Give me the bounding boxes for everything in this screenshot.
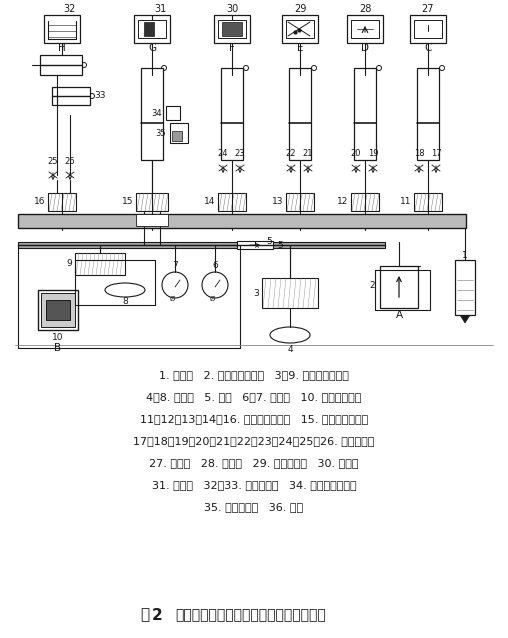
Text: 21: 21	[303, 149, 313, 158]
Text: 35. 氣液轉換器   36. 梭閥: 35. 氣液轉換器 36. 梭閥	[204, 502, 304, 512]
Bar	[410, 15, 446, 43]
Text: 18: 18	[414, 149, 424, 158]
Text: 7: 7	[172, 260, 178, 269]
Bar	[414, 20, 442, 38]
Bar	[414, 193, 442, 211]
Text: 5: 5	[277, 241, 283, 249]
Bar	[351, 20, 379, 38]
Text: 13: 13	[271, 198, 283, 207]
Text: 31. 升降缸   32、33. 袋箱切換缸   34. 二位二通換向閥: 31. 升降缸 32、33. 袋箱切換缸 34. 二位二通換向閥	[152, 480, 356, 490]
Bar	[218, 20, 246, 38]
Text: 17、18、19、20、21、22、23、24、25、26. 單向節流閥: 17、18、19、20、21、22、23、24、25、26. 單向節流閥	[133, 436, 375, 446]
Text: 1. 消聲器   2. 張袋口真空吸盤   3、9. 二位五通電磁閥: 1. 消聲器 2. 張袋口真空吸盤 3、9. 二位五通電磁閥	[159, 370, 349, 380]
Bar	[40, 55, 82, 75]
Bar	[144, 22, 154, 36]
Text: 11: 11	[399, 198, 411, 207]
Bar	[354, 68, 376, 160]
Text: 10: 10	[52, 334, 64, 343]
Text: D: D	[361, 43, 369, 53]
Bar	[172, 131, 182, 141]
Text: 17: 17	[431, 149, 441, 158]
Bar	[455, 260, 475, 315]
Text: Ø: Ø	[169, 296, 175, 302]
Text: 28: 28	[359, 4, 371, 14]
Text: 16: 16	[34, 198, 45, 207]
Bar	[41, 293, 75, 327]
Bar	[52, 87, 90, 105]
Text: 33: 33	[94, 91, 106, 101]
Text: 14: 14	[204, 198, 215, 207]
Text: 粒料包裝機自動輸袋裝置氣動系統原理圖: 粒料包裝機自動輸袋裝置氣動系統原理圖	[175, 608, 326, 622]
Text: 4: 4	[287, 345, 293, 353]
Text: 24: 24	[218, 149, 228, 158]
Text: 20: 20	[351, 149, 361, 158]
Text: 26: 26	[65, 156, 75, 165]
Bar	[138, 20, 166, 38]
Text: 3: 3	[253, 288, 259, 297]
Bar	[222, 22, 242, 36]
Bar	[134, 15, 170, 43]
Text: B: B	[54, 343, 61, 353]
Polygon shape	[460, 315, 470, 323]
Text: 2: 2	[369, 281, 375, 290]
Text: 35: 35	[155, 128, 166, 138]
Bar	[237, 241, 273, 249]
Bar	[380, 266, 418, 308]
Text: 11、12、13、14、16. 二位五通電磁閥   15. 三位五通電磁閥: 11、12、13、14、16. 二位五通電磁閥 15. 三位五通電磁閥	[140, 414, 368, 424]
Text: 5: 5	[266, 237, 272, 246]
Bar	[141, 68, 163, 160]
Text: 29: 29	[294, 4, 306, 14]
Text: 27. 張袋缸   28. 套袋缸   29. 壓袋定位缸   30. 取袋缸: 27. 張袋缸 28. 套袋缸 29. 壓袋定位缸 30. 取袋缸	[149, 458, 359, 468]
Bar	[214, 15, 250, 43]
Text: 2: 2	[152, 607, 163, 623]
Bar	[417, 68, 439, 160]
Bar	[218, 193, 246, 211]
Bar	[282, 15, 318, 43]
Text: 图: 图	[140, 607, 149, 623]
Bar	[38, 290, 78, 330]
Text: E: E	[297, 43, 303, 53]
Bar	[136, 193, 168, 211]
Text: 34: 34	[151, 108, 162, 117]
Bar	[44, 15, 80, 43]
Text: H: H	[58, 43, 66, 53]
Bar	[75, 253, 125, 275]
Text: Ø: Ø	[209, 296, 215, 302]
Bar	[166, 106, 180, 120]
Text: 19: 19	[368, 149, 378, 158]
Text: 30: 30	[226, 4, 238, 14]
Text: 15: 15	[121, 198, 133, 207]
Text: 31: 31	[154, 4, 166, 14]
Bar	[170, 123, 188, 143]
Text: C: C	[424, 43, 432, 53]
Text: 4、8. 真空泵   5. 氣源   6、7. 壓力表   10. 取袋真空吸盤: 4、8. 真空泵 5. 氣源 6、7. 壓力表 10. 取袋真空吸盤	[146, 392, 362, 402]
Text: 27: 27	[422, 4, 434, 14]
Text: 23: 23	[235, 149, 245, 158]
Bar	[351, 193, 379, 211]
Bar	[286, 20, 314, 38]
Text: 9: 9	[66, 260, 72, 269]
Bar	[289, 68, 311, 160]
Text: 22: 22	[285, 149, 296, 158]
Bar	[347, 15, 383, 43]
Text: 12: 12	[337, 198, 348, 207]
Text: 1: 1	[462, 251, 468, 260]
Text: 8: 8	[122, 297, 128, 306]
Bar	[18, 214, 466, 228]
Text: 32: 32	[64, 4, 76, 14]
Bar	[286, 193, 314, 211]
Text: 6: 6	[212, 260, 218, 269]
Text: F: F	[229, 43, 235, 53]
Bar	[48, 193, 76, 211]
Bar	[136, 214, 168, 226]
Text: A: A	[395, 310, 402, 320]
Bar	[262, 278, 318, 308]
Text: G: G	[148, 43, 156, 53]
Text: 25: 25	[48, 156, 58, 165]
Bar	[46, 300, 70, 320]
Bar	[221, 68, 243, 160]
Bar	[18, 242, 385, 248]
